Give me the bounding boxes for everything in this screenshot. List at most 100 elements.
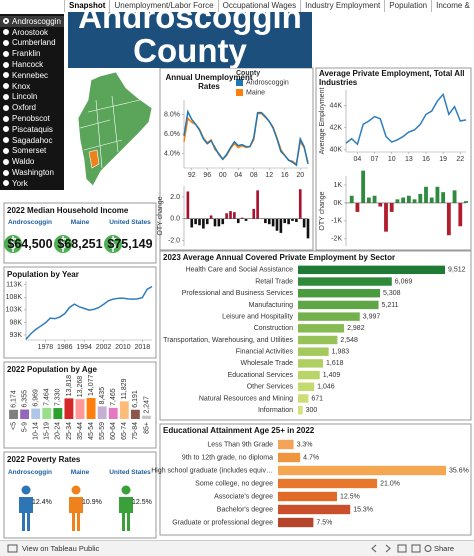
state-shape[interactable] [77,71,153,187]
county-name[interactable]: Piscataquis [12,124,53,134]
undo-redo-icon[interactable] [371,544,391,553]
county-option[interactable]: Knox [0,81,64,92]
county-option[interactable]: Penobscot [0,113,64,124]
bar [384,202,388,232]
county-name[interactable]: Franklin [12,49,41,59]
radio-button[interactable] [3,29,9,36]
tab[interactable]: Snapshot [64,0,109,12]
bar [279,218,283,233]
radio-button[interactable] [3,93,9,100]
x-tick-label: 20 [296,172,304,179]
county-option[interactable]: Oxford [0,102,64,113]
tab[interactable]: Income & [431,0,474,12]
bar [302,218,306,228]
tab[interactable]: Population [384,0,431,12]
y-tick-label: Health Care and Social Assistance [186,267,293,274]
line [345,92,467,146]
radio-button[interactable] [3,158,9,165]
county-option[interactable]: Waldo [0,156,64,167]
tab[interactable]: Industry Employment [300,0,384,12]
bar [452,190,457,203]
radio-button[interactable] [3,169,9,176]
radio-button[interactable] [3,126,9,133]
county-option[interactable]: Hancock [0,59,64,70]
value-label: 3,997 [363,313,381,320]
bar [233,212,236,219]
bar [435,186,440,203]
county-name[interactable]: Somerset [12,146,47,156]
fullscreen-icon[interactable] [411,544,421,553]
bar [190,218,194,228]
bar [108,407,118,419]
county-name[interactable]: Androscoggin [12,16,61,26]
county-name[interactable]: Oxford [12,103,37,113]
person-icon [19,485,33,531]
value-label-bg [352,505,373,514]
radio-button[interactable] [3,104,9,111]
value-label: 6,174 [10,390,17,408]
radio-button[interactable] [3,147,9,154]
county-name[interactable]: Hancock [12,60,44,70]
banner-title: Androscoggin County [78,12,302,68]
value-label: 6,191 [132,390,139,408]
value-label: 4.7% [303,454,319,461]
value-label: 5,211 [382,302,399,309]
county-option[interactable]: Franklin [0,48,64,59]
panel-title: 2022 Median Household Income [7,206,129,215]
county-option[interactable]: Aroostook [0,27,64,38]
radio-button[interactable] [3,83,9,90]
county-option[interactable]: Androscoggin [0,16,64,27]
county-option[interactable]: Cumberland [0,38,64,49]
county-option[interactable]: Somerset [0,146,64,157]
county-name[interactable]: Penobscot [12,114,50,124]
county-name[interactable]: Washington [12,168,54,178]
y-axis-label: Average Employment [319,88,326,155]
radio-button[interactable] [3,50,9,57]
radio-button[interactable] [3,72,9,79]
bar [298,347,329,356]
county-name[interactable]: Kennebec [12,70,49,80]
radio-button[interactable] [3,137,9,144]
bar [278,439,294,450]
dollar-glyph [109,236,117,252]
county-option[interactable]: Piscataquis [0,124,64,135]
value-label: 7,330 [55,388,62,406]
county-name[interactable]: Lincoln [12,92,38,102]
y-tick-label: 2.0 [170,194,180,201]
county-name[interactable]: York [12,178,28,188]
county-option[interactable]: Washington [0,167,64,178]
value-label: 6,969 [33,389,40,407]
bar [287,218,290,225]
x-tick-label: 12 [265,172,273,179]
county-name[interactable]: Knox [12,81,31,91]
tableau-public-link[interactable]: View on Tableau Public [22,544,100,553]
x-tick-label: 07 [371,156,379,163]
tableau-icon[interactable] [7,544,18,553]
county-name[interactable]: Aroostook [12,27,49,37]
share-icon[interactable] [424,545,432,552]
county-name[interactable]: Cumberland [12,38,56,48]
radio-button[interactable] [3,180,9,187]
county-name[interactable]: Sagadahoc [12,135,53,145]
county-option[interactable]: York [0,178,64,189]
share-button[interactable]: Share [434,544,455,553]
radio-button[interactable] [3,39,9,46]
tab[interactable]: Unemployment/Labor Force [109,0,217,12]
county-option[interactable]: Sagadahoc [0,135,64,146]
tab[interactable]: Occupational Wages [217,0,301,12]
tab-bar: Snapshot Unemployment/Labor Force Occupati… [64,0,474,12]
county-option[interactable]: Kennebec [0,70,64,81]
radio-button[interactable] [3,18,9,25]
radio-button[interactable] [3,61,9,68]
download-icon[interactable] [397,544,407,553]
county-name[interactable]: Waldo [12,157,35,167]
y-tick-label: 9th to 12th grade, no diploma [182,454,273,461]
value-label: 1,409 [323,372,341,379]
selected-county-shape[interactable] [88,149,100,169]
x-tick-label: 75-84 [132,422,139,440]
person-icon [119,485,133,531]
poverty-value: 10.9% [82,499,102,506]
county-option[interactable]: Lincoln [0,92,64,103]
radio-button[interactable] [3,115,9,122]
